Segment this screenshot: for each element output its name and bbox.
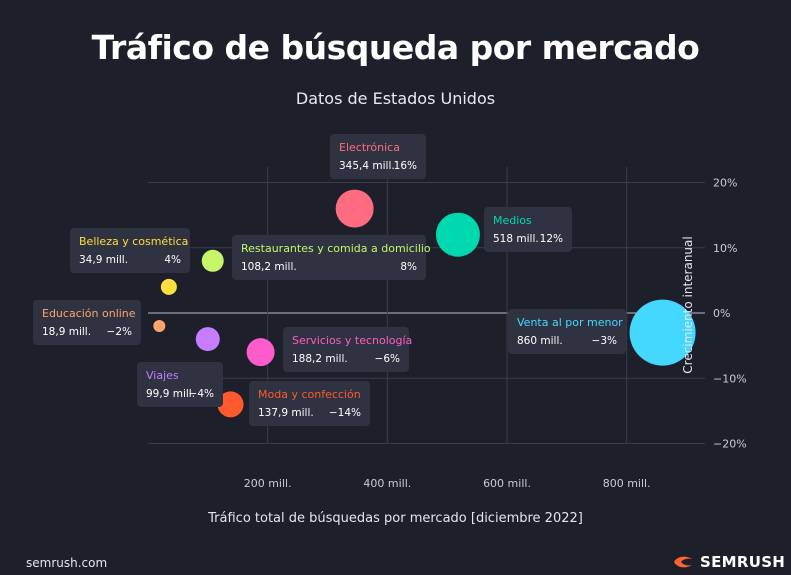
source-label: semrush.com bbox=[26, 556, 108, 570]
tooltip-series-name: Venta al por menor bbox=[517, 316, 623, 329]
tooltip-pct-label: −4% bbox=[189, 388, 214, 400]
y-axis-label: Crecimiento interanual bbox=[681, 236, 695, 374]
tooltip-value-label: 137,9 mill. bbox=[258, 407, 314, 419]
bubble-point bbox=[435, 212, 480, 257]
bubble-layer bbox=[153, 189, 696, 418]
tooltip-value-label: 345,4 mill. bbox=[339, 160, 395, 172]
tooltip-value-label: 18,9 mill. bbox=[42, 326, 91, 338]
tooltip-series-name: Belleza y cosmética bbox=[79, 235, 188, 248]
tooltip-value-label: 518 mill. bbox=[493, 233, 539, 245]
y-tick-label: 20% bbox=[713, 177, 737, 190]
tooltip-pct-label: −14% bbox=[329, 407, 361, 419]
x-tick-label: 200 mill. bbox=[244, 477, 292, 490]
tooltip-pct-label: −3% bbox=[592, 335, 617, 347]
x-tick-label: 800 mill. bbox=[603, 477, 651, 490]
tooltip-series-name: Medios bbox=[493, 214, 532, 227]
x-tick-label: 400 mill. bbox=[363, 477, 411, 490]
chart-subtitle: Datos de Estados Unidos bbox=[295, 89, 496, 108]
y-tick-label: −20% bbox=[713, 438, 747, 451]
brand-logo: SEMRUSH bbox=[672, 553, 785, 571]
tooltip-box bbox=[249, 381, 370, 426]
bubble-point bbox=[160, 278, 177, 295]
tooltip-box bbox=[484, 207, 572, 252]
bubble-point bbox=[629, 299, 696, 366]
tooltip-box bbox=[283, 327, 409, 372]
tooltip-box bbox=[232, 235, 426, 280]
semrush-flame-icon bbox=[674, 556, 692, 568]
tooltip-box bbox=[70, 228, 190, 273]
tooltip-value-label: 99,9 mill. bbox=[146, 388, 195, 400]
grid-layer: 20% 10% 0% −10% −20% 200 mill. 400 mill. 600 mi… bbox=[148, 167, 747, 490]
brand-name: SEMRUSH bbox=[700, 553, 786, 571]
tooltip-value-label: 34,9 mill. bbox=[79, 254, 128, 266]
tooltip-series-name: Educación online bbox=[42, 307, 136, 320]
tooltip-pct-label: −6% bbox=[375, 353, 400, 365]
tooltip-box bbox=[330, 134, 426, 179]
tooltip-pct-label: −2% bbox=[107, 326, 132, 338]
tooltip-value-label: 188,2 mill. bbox=[292, 353, 348, 365]
chart-title: Tráfico de búsqueda por mercado bbox=[91, 28, 700, 67]
bubble-point bbox=[201, 249, 224, 272]
tooltip-box bbox=[33, 300, 141, 345]
tooltip-pct-label: 12% bbox=[540, 233, 563, 245]
tooltip-series-name: Electrónica bbox=[339, 141, 400, 154]
tooltip-series-name: Servicios y tecnología bbox=[292, 334, 412, 347]
x-axis-label: Tráfico total de búsquedas por mercado [… bbox=[208, 511, 583, 526]
tooltip-series-name: Moda y confección bbox=[258, 388, 361, 401]
tooltip-series-name: Viajes bbox=[146, 369, 179, 382]
x-tick-label: 600 mill. bbox=[483, 477, 531, 490]
tooltip-series-name: Restaurantes y comida a domicilio bbox=[241, 242, 431, 255]
tooltip-pct-label: 16% bbox=[394, 160, 417, 172]
tooltip-box bbox=[508, 309, 626, 354]
y-tick-label: −10% bbox=[713, 372, 747, 385]
bubble-point bbox=[335, 189, 374, 228]
tooltip-value-label: 108,2 mill. bbox=[241, 261, 297, 273]
bubble-point bbox=[153, 320, 166, 333]
tooltip-value-label: 860 mill. bbox=[517, 335, 563, 347]
y-tick-label: 10% bbox=[713, 242, 737, 255]
tooltip-pct-label: 8% bbox=[400, 261, 417, 273]
tooltip-box bbox=[137, 362, 223, 407]
tooltip-layer: Electrónica 345,4 mill.16% Medios 518 mill.… bbox=[33, 134, 626, 426]
tooltip-pct-label: 4% bbox=[164, 254, 181, 266]
bubble-point bbox=[217, 391, 244, 418]
bubble-point bbox=[246, 338, 275, 367]
bubble-point bbox=[195, 327, 220, 352]
y-tick-label: 0% bbox=[713, 307, 730, 320]
